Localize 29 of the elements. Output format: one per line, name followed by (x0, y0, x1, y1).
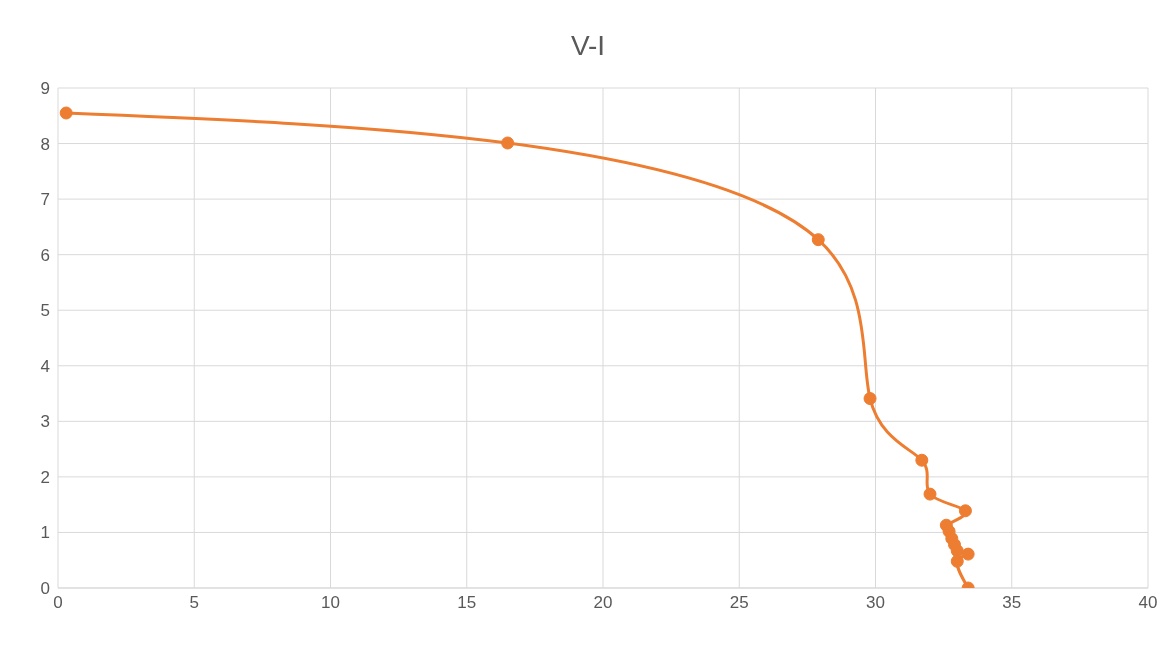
y-tick-label: 7 (40, 190, 50, 210)
point (961, 547, 975, 561)
point (59, 106, 73, 120)
y-tick-label: 1 (40, 523, 50, 543)
point (958, 504, 972, 518)
y-tick-label: 3 (40, 412, 50, 432)
x-tick-label: 35 (1002, 593, 1022, 613)
y-tick-label: 6 (40, 245, 50, 265)
x-tick-label: 5 (189, 593, 199, 613)
x-tick-label: 15 (457, 593, 477, 613)
y-tick-label: 9 (40, 79, 50, 99)
x-tick-label: 0 (53, 593, 63, 613)
x-tick-label: 20 (593, 593, 613, 613)
x-tick-label: 10 (321, 593, 340, 613)
point (923, 487, 937, 501)
x-tick-label: 40 (1138, 593, 1158, 613)
y-tick-label: 0 (40, 579, 50, 599)
point (863, 392, 877, 406)
point (811, 233, 825, 247)
x-tick-label: 30 (866, 593, 885, 613)
y-tick-label: 2 (40, 467, 50, 487)
chart-title: V-I (569, 29, 607, 63)
y-tick-label: 4 (40, 356, 50, 376)
point (501, 136, 515, 150)
x-tick-label: 25 (729, 593, 749, 613)
y-tick-label: 8 (40, 134, 50, 154)
y-tick-label: 5 (40, 301, 50, 321)
point (915, 453, 929, 467)
point (950, 554, 964, 568)
